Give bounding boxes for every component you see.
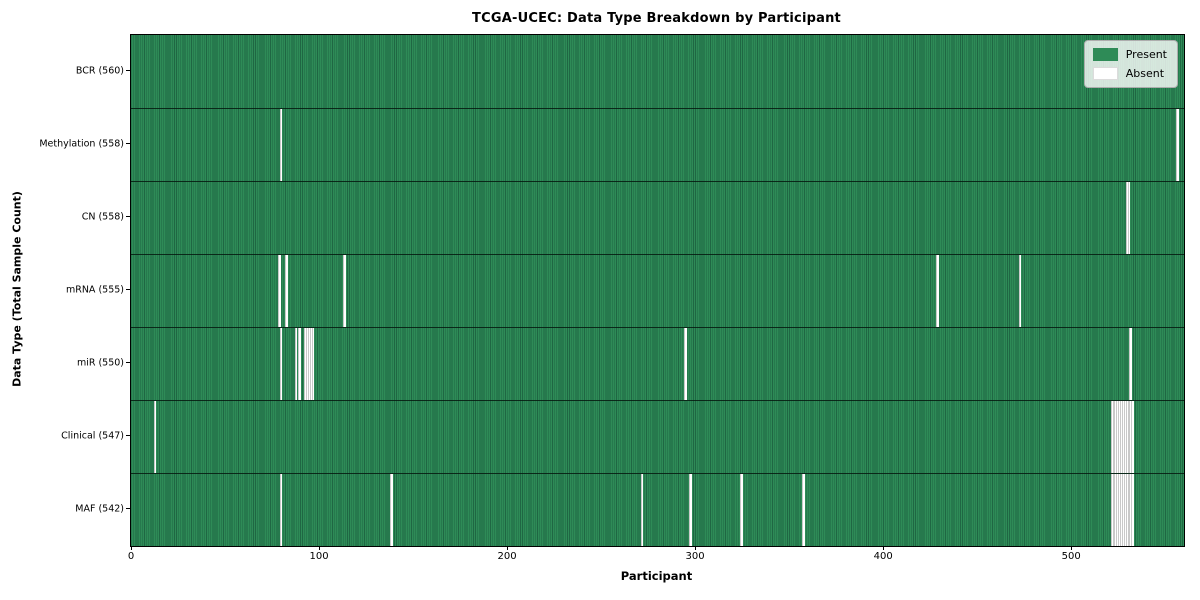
y-tick-label: BCR (560): [75, 65, 124, 76]
absent-stripe: [303, 328, 307, 400]
absent-stripe: [1114, 401, 1118, 473]
absent-stripe: [1131, 474, 1135, 546]
absent-stripe: [1121, 401, 1125, 473]
plot-area: Present Absent: [130, 34, 1185, 547]
y-tick-label: miR (550): [76, 357, 124, 368]
y-tick-mark: [126, 289, 130, 290]
absent-stripe: [343, 255, 347, 327]
absent-stripe: [277, 255, 281, 327]
absent-stripe: [1125, 182, 1129, 254]
absent-stripe: [1123, 401, 1127, 473]
absent-stripe: [683, 328, 687, 400]
absent-stripe: [1118, 474, 1122, 546]
absent-stripe: [802, 474, 806, 546]
x-tick-label: 0: [127, 551, 135, 562]
row-band: [131, 35, 1184, 108]
y-tick-mark: [126, 216, 130, 217]
absent-stripe: [1125, 401, 1129, 473]
y-tick-label: Methylation (558): [39, 138, 124, 149]
absent-stripe: [1123, 474, 1127, 546]
absent-stripe: [640, 474, 644, 546]
row-band: [131, 473, 1184, 546]
absent-stripe: [740, 474, 744, 546]
absent-stripe: [1114, 474, 1118, 546]
y-tick-mark: [126, 362, 130, 363]
y-tick-label: mRNA (555): [65, 284, 124, 295]
row-band: [131, 327, 1184, 400]
y-tick-mark: [126, 435, 130, 436]
legend: Present Absent: [1083, 40, 1178, 88]
legend-entry-present: Present: [1092, 48, 1167, 61]
absent-stripe: [935, 255, 939, 327]
absent-stripe: [1118, 401, 1122, 473]
absent-stripe: [285, 255, 289, 327]
x-tick-mark: [318, 546, 320, 550]
legend-present-label: Present: [1125, 48, 1167, 61]
y-tick-mark: [126, 143, 130, 144]
absent-stripe: [153, 401, 157, 473]
absent-stripe: [1112, 474, 1116, 546]
row-container: [131, 35, 1184, 546]
absent-stripe: [1127, 182, 1131, 254]
chart-title: TCGA-UCEC: Data Type Breakdown by Partic…: [472, 11, 841, 26]
y-tick-mark: [126, 70, 130, 71]
absent-stripe: [1110, 474, 1114, 546]
legend-entry-absent: Absent: [1092, 67, 1167, 80]
y-tick-label: MAF (542): [75, 503, 124, 514]
row-band: [131, 254, 1184, 327]
x-tick-mark: [1070, 546, 1072, 550]
x-tick-label: 300: [685, 551, 705, 562]
absent-stripe: [1018, 255, 1022, 327]
absent-stripe: [1121, 474, 1125, 546]
absent-stripe: [311, 328, 315, 400]
x-tick-mark: [130, 546, 132, 550]
absent-stripe: [307, 328, 311, 400]
absent-stripe: [294, 328, 298, 400]
x-axis-title: Participant: [620, 569, 693, 583]
absent-stripe: [298, 328, 302, 400]
absent-stripe: [1127, 401, 1131, 473]
absent-stripe: [390, 474, 394, 546]
absent-stripe: [279, 109, 283, 181]
absent-stripe: [689, 474, 693, 546]
absent-stripe: [1116, 474, 1120, 546]
absent-stripe: [1120, 401, 1123, 473]
absent-stripe: [279, 474, 283, 546]
absent-stripe: [309, 328, 313, 400]
x-tick-mark: [882, 546, 884, 550]
absent-stripe: [1120, 474, 1123, 546]
y-tick-label: CN (558): [81, 211, 124, 222]
row-band: [131, 108, 1184, 181]
absent-stripe: [305, 328, 309, 400]
row-band: [131, 181, 1184, 254]
legend-present-swatch: [1092, 48, 1118, 61]
legend-absent-label: Absent: [1125, 67, 1165, 80]
absent-stripe: [1129, 401, 1133, 473]
absent-stripe: [1127, 474, 1131, 546]
absent-stripe: [1110, 401, 1114, 473]
x-tick-label: 200: [497, 551, 517, 562]
x-tick-label: 500: [1061, 551, 1081, 562]
absent-stripe: [1112, 401, 1116, 473]
x-tick-label: 400: [873, 551, 893, 562]
absent-stripe: [1131, 401, 1135, 473]
y-tick-label: Clinical (547): [61, 430, 124, 441]
x-tick-label: 100: [309, 551, 329, 562]
absent-stripe: [279, 328, 283, 400]
absent-stripe: [1176, 109, 1180, 181]
legend-absent-swatch: [1092, 67, 1118, 80]
row-band: [131, 400, 1184, 473]
x-tick-mark: [506, 546, 508, 550]
absent-stripe: [1129, 328, 1133, 400]
absent-stripe: [1129, 474, 1133, 546]
absent-stripe: [1116, 401, 1120, 473]
absent-stripe: [1125, 474, 1129, 546]
x-tick-mark: [694, 546, 696, 550]
y-tick-mark: [126, 508, 130, 509]
